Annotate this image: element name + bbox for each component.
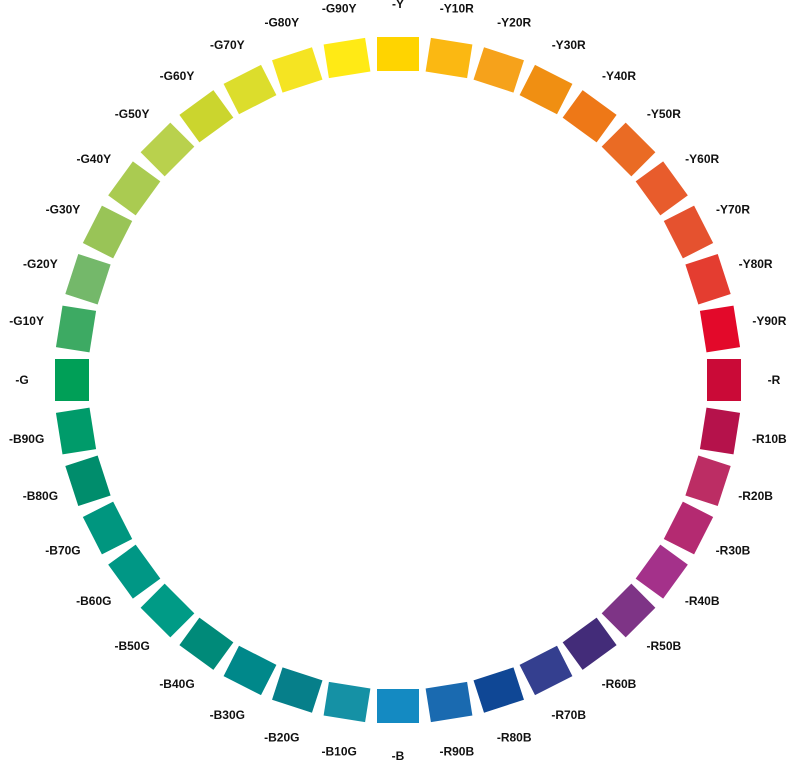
hue-label-y50r: -Y50R <box>647 107 681 121</box>
hue-swatch-r40b <box>635 544 688 599</box>
hue-swatch-y80r <box>685 254 731 305</box>
hue-swatch-y30r <box>519 64 573 115</box>
hue-label-r40b: -R40B <box>685 594 720 608</box>
hue-label-y30r: -Y30R <box>552 38 586 52</box>
hue-label-g50y: -G50Y <box>115 107 150 121</box>
hue-swatch-y40r <box>562 90 617 143</box>
hue-label-g40y: -G40Y <box>76 152 111 166</box>
hue-swatch-g90y <box>323 37 371 79</box>
hue-label-b80g: -B80G <box>23 489 58 503</box>
hue-swatch-r80b <box>473 667 524 713</box>
hue-swatch-y50r <box>601 122 656 177</box>
hue-swatch-g30y <box>82 205 133 259</box>
hue-swatch-g40y <box>108 161 161 216</box>
hue-swatch-b <box>377 689 419 723</box>
hue-swatch-b70g <box>82 501 133 555</box>
hue-swatch-b30g <box>223 645 277 696</box>
hue-label-r70b: -R70B <box>551 708 586 722</box>
hue-label-g70y: -G70Y <box>210 38 245 52</box>
hue-swatch-y <box>377 37 419 71</box>
hue-swatch-r60b <box>562 617 617 670</box>
hue-swatch-r70b <box>519 645 573 696</box>
hue-label-g20y: -G20Y <box>23 257 58 271</box>
hue-label-g10y: -G10Y <box>9 314 44 328</box>
hue-swatch-g50y <box>140 122 195 177</box>
hue-swatch-g60y <box>179 90 234 143</box>
hue-swatch-g80y <box>272 47 323 93</box>
hue-swatch-r90b <box>425 681 473 723</box>
hue-label-r10b: -R10B <box>752 432 787 446</box>
hue-label-y80r: -Y80R <box>739 257 773 271</box>
hue-swatch-r20b <box>685 455 731 506</box>
hue-swatch-b50g <box>140 583 195 638</box>
hue-label-g80y: -G80Y <box>264 15 299 29</box>
hue-swatch-b90g <box>55 407 97 455</box>
hue-swatch-r10b <box>699 407 741 455</box>
hue-swatch-g10y <box>55 305 97 353</box>
hue-label-r60b: -R60B <box>602 677 637 691</box>
hue-label-b50g: -B50G <box>114 639 149 653</box>
hue-swatch-g20y <box>65 254 111 305</box>
hue-label-b10g: -B10G <box>322 744 357 758</box>
hue-swatch-g70y <box>223 64 277 115</box>
hue-label-b70g: -B70G <box>45 544 80 558</box>
hue-label-b: -B <box>392 749 405 763</box>
hue-swatch-b40g <box>179 617 234 670</box>
hue-label-b20g: -B20G <box>264 731 299 745</box>
hue-swatch-y20r <box>473 47 524 93</box>
hue-label-r: -R <box>768 373 781 387</box>
hue-label-g90y: -G90Y <box>322 2 357 16</box>
hue-swatch-b80g <box>65 455 111 506</box>
hue-swatch-r30b <box>663 501 714 555</box>
hue-label-b60g: -B60G <box>76 594 111 608</box>
hue-swatch-y90r <box>699 305 741 353</box>
hue-label-b40g: -B40G <box>159 677 194 691</box>
hue-label-y60r: -Y60R <box>685 152 719 166</box>
hue-swatch-y60r <box>635 161 688 216</box>
hue-label-r50b: -R50B <box>647 639 682 653</box>
hue-swatch-y10r <box>425 37 473 79</box>
hue-label-r90b: -R90B <box>439 744 474 758</box>
hue-label-r80b: -R80B <box>497 731 532 745</box>
hue-label-r20b: -R20B <box>738 489 773 503</box>
hue-label-y: -Y <box>392 0 404 11</box>
hue-label-y70r: -Y70R <box>716 202 750 216</box>
hue-swatch-b60g <box>108 544 161 599</box>
hue-label-y40r: -Y40R <box>602 69 636 83</box>
hue-label-y10r: -Y10R <box>440 2 474 16</box>
hue-label-g: -G <box>15 373 28 387</box>
hue-label-r30b: -R30B <box>716 544 751 558</box>
hue-swatch-y70r <box>663 205 714 259</box>
hue-swatch-b10g <box>323 681 371 723</box>
hue-label-y90r: -Y90R <box>752 314 786 328</box>
hue-swatch-r50b <box>601 583 656 638</box>
hue-swatch-b20g <box>272 667 323 713</box>
hue-label-g60y: -G60Y <box>160 69 195 83</box>
hue-label-y20r: -Y20R <box>497 15 531 29</box>
hue-label-b30g: -B30G <box>210 708 245 722</box>
hue-label-b90g: -B90G <box>9 432 44 446</box>
hue-label-g30y: -G30Y <box>46 202 81 216</box>
hue-swatch-r <box>707 359 741 401</box>
hue-swatch-g <box>55 359 89 401</box>
